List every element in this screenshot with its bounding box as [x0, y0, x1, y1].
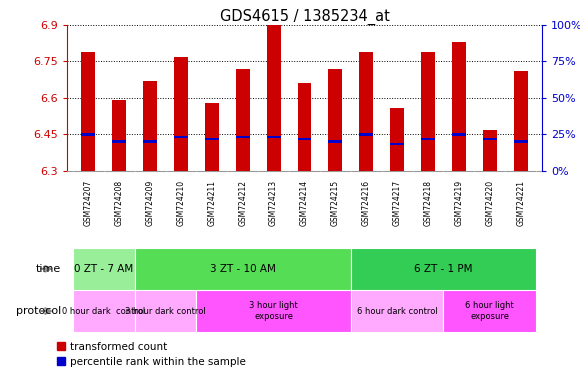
Text: GSM724217: GSM724217: [393, 180, 401, 226]
Bar: [205, 103, 219, 171]
Bar: [328, 69, 342, 171]
Bar: [360, 133, 373, 136]
Legend: transformed count, percentile rank within the sample: transformed count, percentile rank withi…: [53, 338, 250, 371]
Bar: [444, 290, 536, 332]
Text: GSM724212: GSM724212: [238, 180, 247, 226]
Bar: [143, 141, 157, 143]
Bar: [174, 136, 188, 138]
Bar: [73, 248, 135, 290]
Text: GSM724216: GSM724216: [362, 180, 371, 226]
Text: GSM724210: GSM724210: [176, 180, 186, 226]
Bar: [73, 290, 135, 332]
Bar: [267, 136, 281, 138]
Text: GSM724213: GSM724213: [269, 180, 278, 226]
Bar: [298, 138, 311, 141]
Bar: [390, 108, 404, 171]
Text: 6 hour dark control: 6 hour dark control: [357, 306, 437, 316]
Bar: [298, 83, 311, 171]
Bar: [205, 138, 219, 141]
Bar: [514, 71, 528, 171]
Bar: [328, 141, 342, 143]
Text: 3 hour light
exposure: 3 hour light exposure: [249, 301, 298, 321]
Bar: [236, 69, 249, 171]
Text: GSM724221: GSM724221: [516, 180, 525, 226]
Bar: [390, 143, 404, 146]
Bar: [135, 290, 197, 332]
Text: 3 ZT - 10 AM: 3 ZT - 10 AM: [210, 264, 276, 274]
Bar: [267, 25, 281, 171]
Bar: [514, 141, 528, 143]
Bar: [483, 129, 496, 171]
Bar: [351, 290, 444, 332]
Text: 6 ZT - 1 PM: 6 ZT - 1 PM: [414, 264, 473, 274]
Text: 0 ZT - 7 AM: 0 ZT - 7 AM: [74, 264, 133, 274]
Text: GSM724215: GSM724215: [331, 180, 340, 226]
Bar: [421, 52, 435, 171]
Bar: [81, 52, 95, 171]
Text: GSM724211: GSM724211: [208, 180, 216, 226]
Bar: [452, 42, 466, 171]
Text: GSM724218: GSM724218: [423, 180, 433, 226]
Text: GSM724219: GSM724219: [454, 180, 463, 226]
Text: GSM724208: GSM724208: [115, 180, 124, 226]
Bar: [360, 52, 373, 171]
Text: 3 hour dark control: 3 hour dark control: [125, 306, 206, 316]
Title: GDS4615 / 1385234_at: GDS4615 / 1385234_at: [220, 9, 389, 25]
Bar: [174, 56, 188, 171]
Text: GSM724207: GSM724207: [84, 180, 93, 226]
Bar: [135, 248, 351, 290]
Bar: [236, 136, 249, 138]
Bar: [81, 133, 95, 136]
Text: protocol: protocol: [16, 306, 61, 316]
Bar: [113, 141, 126, 143]
Text: time: time: [35, 264, 61, 274]
Text: GSM724214: GSM724214: [300, 180, 309, 226]
Bar: [483, 138, 496, 141]
Bar: [351, 248, 536, 290]
Bar: [143, 81, 157, 171]
Bar: [452, 133, 466, 136]
Text: 6 hour light
exposure: 6 hour light exposure: [465, 301, 514, 321]
Text: GSM724209: GSM724209: [146, 180, 155, 226]
Text: 0 hour dark  control: 0 hour dark control: [62, 306, 146, 316]
Bar: [421, 138, 435, 141]
Text: GSM724220: GSM724220: [485, 180, 494, 226]
Bar: [197, 290, 351, 332]
Bar: [113, 100, 126, 171]
